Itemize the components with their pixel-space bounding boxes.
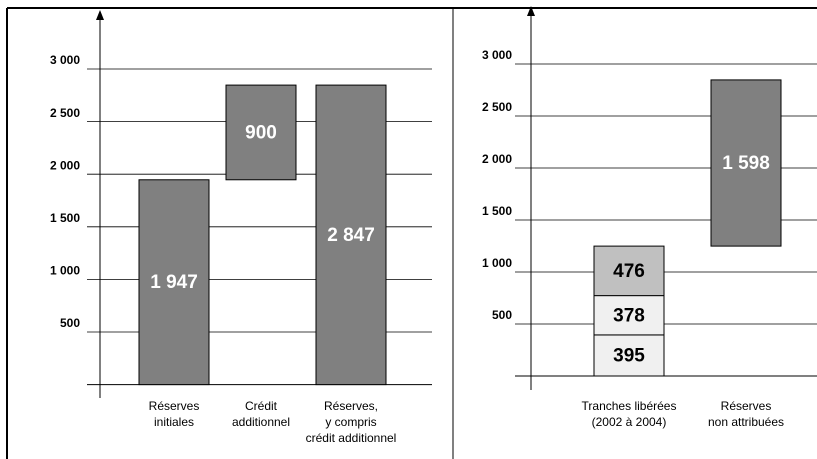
y-tick-label: 500 [492, 308, 512, 322]
bar [315, 84, 387, 386]
x-category-label: (2002 à 2004) [592, 415, 667, 429]
y-tick-label: 3 000 [50, 53, 80, 67]
value-label: 1 947 [150, 272, 198, 293]
x-category-label: Réserves, [324, 399, 378, 413]
y-axis-arrow [96, 10, 104, 20]
bar [225, 84, 297, 181]
bar [138, 179, 210, 386]
y-tick-label: 2 000 [482, 152, 512, 166]
y-tick-label: 1 500 [50, 211, 80, 225]
y-tick-label: 2 500 [50, 106, 80, 120]
y-tick-label: 2 500 [482, 100, 512, 114]
y-tick-label: 1 500 [482, 204, 512, 218]
x-category-label: Tranches libérées [582, 399, 677, 413]
value-label: 378 [613, 305, 645, 326]
value-label: 2 847 [327, 225, 375, 246]
bar [710, 79, 782, 247]
value-label: 395 [613, 345, 645, 366]
x-category-label: initiales [154, 415, 194, 429]
y-axis-arrow [527, 6, 535, 16]
value-label: 1 598 [722, 153, 770, 174]
bar [593, 245, 665, 297]
x-category-label: additionnel [232, 415, 290, 429]
y-tick-label: 1 000 [482, 256, 512, 270]
x-category-label: non attribuées [708, 415, 784, 429]
x-category-label: Réserves [721, 399, 772, 413]
x-category-label: crédit additionnel [306, 431, 397, 445]
x-category-label: Réserves [149, 399, 200, 413]
value-label: 900 [245, 122, 277, 143]
value-label: 476 [613, 261, 645, 282]
y-tick-label: 500 [60, 316, 80, 330]
y-tick-label: 2 000 [50, 158, 80, 172]
y-tick-label: 3 000 [482, 48, 512, 62]
x-category-label: Crédit [245, 399, 278, 413]
y-tick-label: 1 000 [50, 264, 80, 278]
x-category-label: y compris [325, 415, 376, 429]
